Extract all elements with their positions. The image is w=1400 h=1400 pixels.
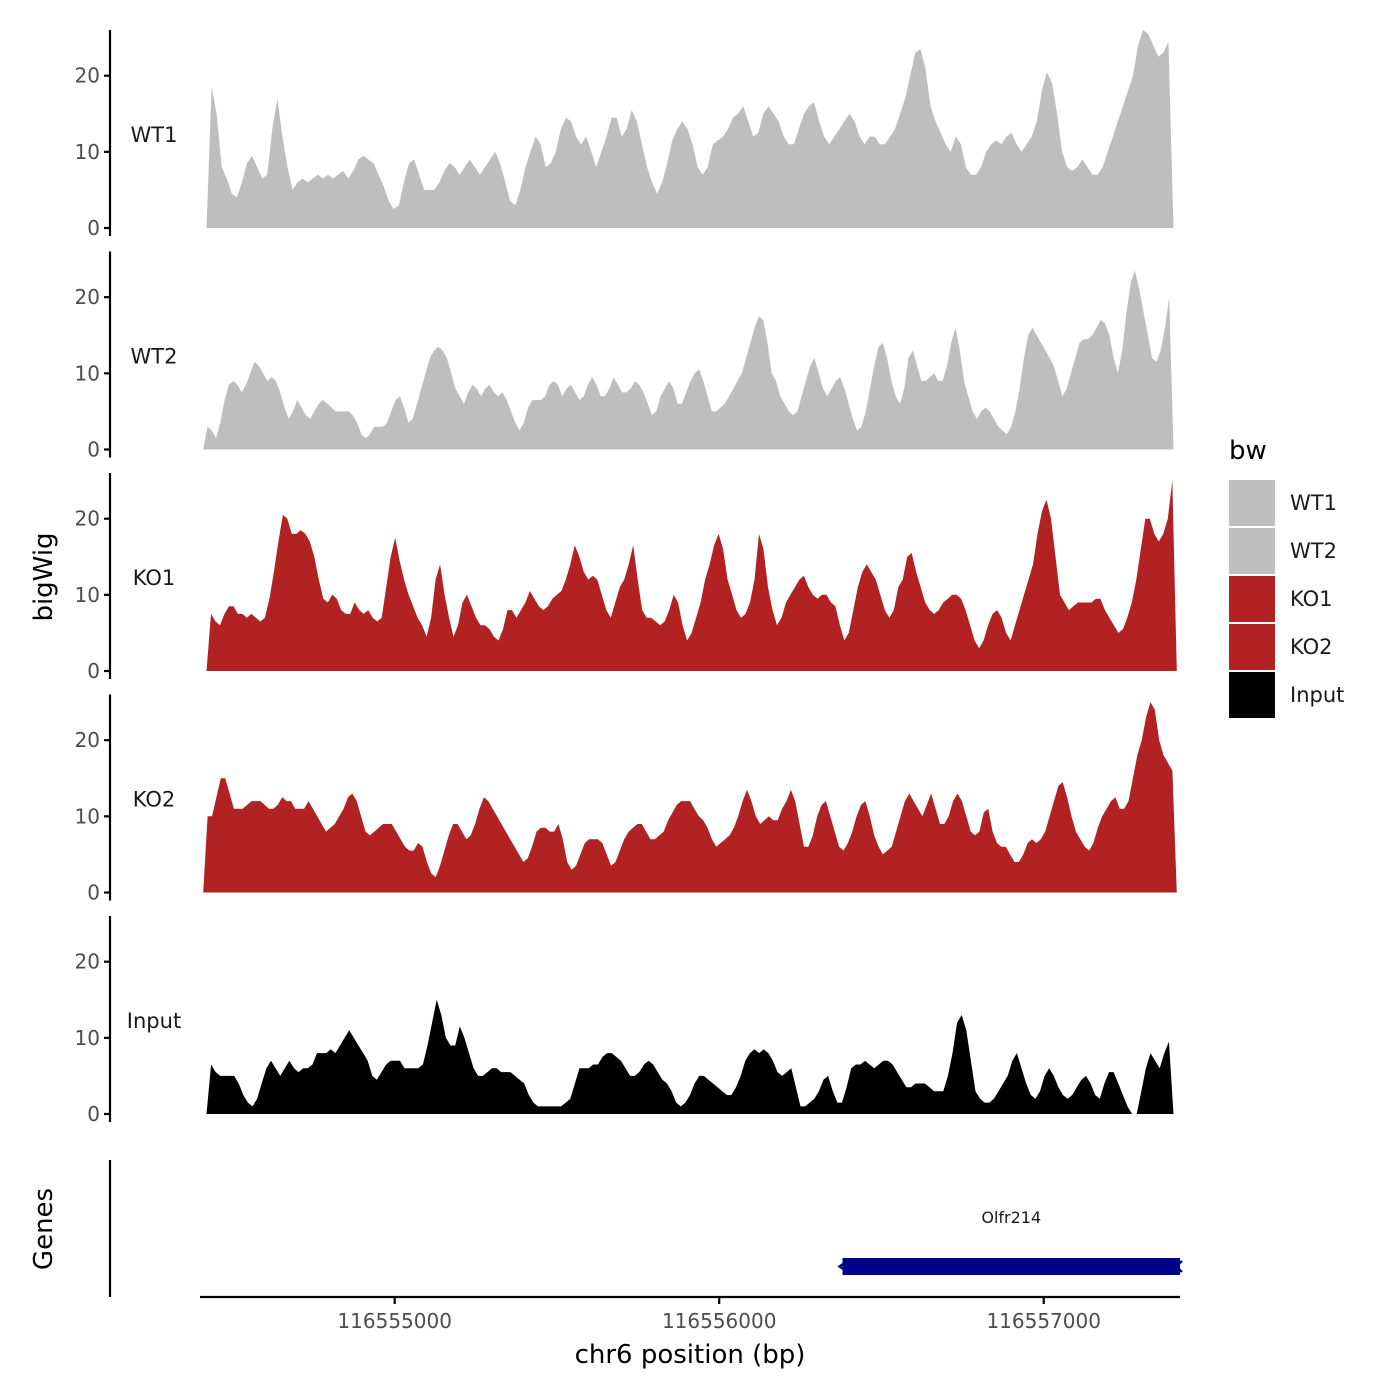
track-label: KO1 <box>133 566 176 590</box>
y-tick-label: 20 <box>75 64 100 88</box>
x-tick-label: 116557000 <box>986 1309 1101 1333</box>
legend-title: bw <box>1229 436 1267 466</box>
y-tick-label: 0 <box>87 881 100 905</box>
y-tick-label: 20 <box>75 728 100 752</box>
legend-swatch <box>1229 576 1275 622</box>
y-tick-label: 20 <box>75 507 100 531</box>
coverage-area-wt2 <box>203 270 1174 450</box>
gene-body <box>842 1258 1180 1275</box>
strand-arrow-icon <box>837 1260 849 1273</box>
x-axis: 116555000 116556000 116557000 <box>200 1295 1180 1333</box>
track-wt2: 0 10 20 WT2 <box>75 251 1174 462</box>
bigwig-tracks: 0 10 20 WT1 0 10 20 WT2 0 10 20 KO1 0 10 20 KO2 0 10 20 Inp… <box>75 30 1177 1126</box>
strand-arrow-icon <box>1174 1260 1183 1273</box>
track-wt1: 0 10 20 WT1 <box>75 30 1174 240</box>
y-tick-label: 0 <box>87 659 100 683</box>
y-tick-label: 10 <box>75 583 100 607</box>
x-axis-title: chr6 position (bp) <box>575 1340 806 1370</box>
x-tick-label: 116556000 <box>662 1309 777 1333</box>
gene-label: Olfr214 <box>981 1208 1041 1227</box>
legend-entry-label: KO1 <box>1290 587 1333 611</box>
legend-swatch <box>1229 480 1275 526</box>
y-axis-title: bigWig <box>29 532 59 621</box>
y-tick-label: 10 <box>75 804 100 828</box>
track-input: 0 10 20 Input <box>75 916 1174 1126</box>
track-label: KO2 <box>133 788 176 812</box>
y-tick-label: 20 <box>75 285 100 309</box>
legend-entry-label: WT2 <box>1290 539 1337 563</box>
legend-swatch <box>1229 624 1275 670</box>
y-tick-label: 0 <box>87 216 100 240</box>
track-label: WT2 <box>131 345 178 369</box>
y-tick-label: 10 <box>75 1026 100 1050</box>
legend-entry-label: Input <box>1290 683 1344 707</box>
coverage-area-input <box>206 999 1174 1114</box>
gene-panel-title: Genes <box>29 1188 59 1270</box>
y-tick-label: 10 <box>75 361 100 385</box>
gene-panel: Genes Olfr214 <box>29 1160 1183 1297</box>
y-tick-label: 0 <box>87 1102 100 1126</box>
legend-swatch <box>1229 528 1275 574</box>
y-tick-label: 20 <box>75 950 100 974</box>
y-tick-label: 10 <box>75 140 100 164</box>
track-ko2: 0 10 20 KO2 <box>75 694 1177 905</box>
gene-olfr214: Olfr214 <box>837 1208 1183 1275</box>
track-label: WT1 <box>131 123 178 147</box>
coverage-area-ko2 <box>203 702 1177 893</box>
track-label: Input <box>127 1009 181 1033</box>
coverage-area-ko1 <box>206 480 1177 671</box>
legend: bw WT1 WT2 KO1 KO2 Input <box>1229 436 1344 718</box>
coverage-area-wt1 <box>206 30 1174 228</box>
legend-entry-label: WT1 <box>1290 491 1337 515</box>
y-tick-label: 0 <box>87 438 100 462</box>
legend-swatch <box>1229 672 1275 718</box>
x-tick-label: 116555000 <box>337 1309 452 1333</box>
legend-entry-label: KO2 <box>1290 635 1333 659</box>
track-ko1: 0 10 20 KO1 <box>75 473 1177 683</box>
